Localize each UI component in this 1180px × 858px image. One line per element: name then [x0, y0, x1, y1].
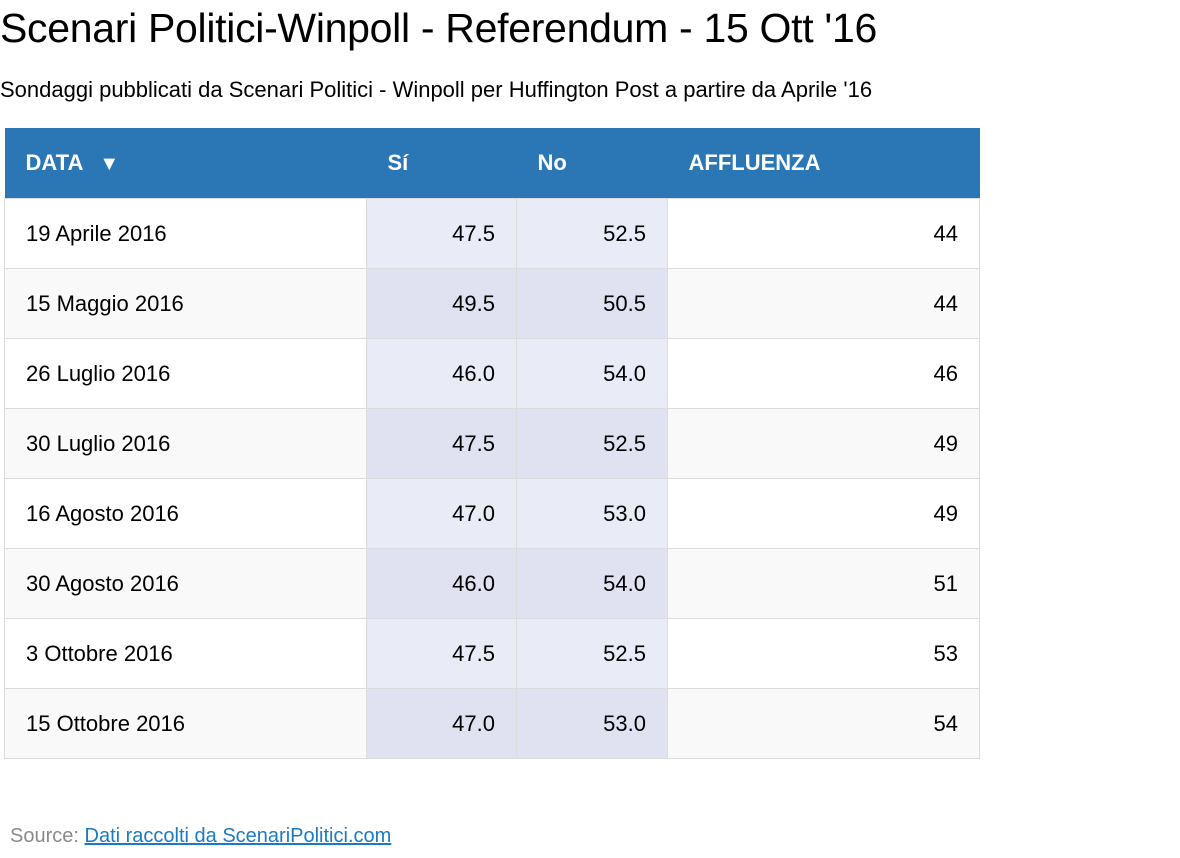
sort-descending-icon[interactable]: ▼ [99, 153, 120, 175]
column-header-si-label: Sí [387, 150, 409, 175]
cell-si: 47.5 [366, 198, 517, 269]
cell-affluenza: 51 [667, 548, 980, 619]
source-note: Source: Dati raccolti da ScenariPolitici… [10, 823, 391, 849]
poll-table: DATA ▼ Sí No AFFLUENZA 19 Aprile 2016 47.5… [4, 128, 980, 759]
cell-no: 54.0 [516, 338, 668, 409]
cell-si: 47.5 [366, 408, 517, 479]
column-header-si[interactable]: Sí [366, 128, 517, 199]
table-body: 19 Aprile 2016 47.5 52.5 44 15 Maggio 2016 49… [4, 198, 980, 759]
table-header: DATA ▼ Sí No AFFLUENZA [4, 128, 980, 199]
table-row: 15 Ottobre 2016 47.0 53.0 54 [4, 688, 980, 759]
column-header-no-label: No [537, 150, 567, 175]
cell-affluenza: 54 [667, 688, 980, 759]
cell-no: 52.5 [516, 618, 668, 689]
cell-affluenza: 44 [667, 198, 980, 269]
column-header-affluenza-label: AFFLUENZA [688, 150, 821, 175]
cell-no: 50.5 [516, 268, 668, 339]
cell-data: 30 Luglio 2016 [4, 408, 367, 479]
cell-no: 52.5 [516, 198, 668, 269]
cell-no: 53.0 [516, 688, 668, 759]
source-label: Source: [10, 825, 79, 847]
cell-no: 54.0 [516, 548, 668, 619]
cell-data: 16 Agosto 2016 [4, 478, 367, 549]
cell-no: 53.0 [516, 478, 668, 549]
cell-data: 15 Maggio 2016 [4, 268, 367, 339]
cell-si: 47.0 [366, 688, 517, 759]
cell-affluenza: 46 [667, 338, 980, 409]
cell-affluenza: 44 [667, 268, 980, 339]
cell-data: 15 Ottobre 2016 [4, 688, 367, 759]
cell-si: 47.5 [366, 618, 517, 689]
cell-data: 19 Aprile 2016 [4, 198, 367, 269]
cell-si: 46.0 [366, 338, 517, 409]
cell-affluenza: 53 [667, 618, 980, 689]
cell-affluenza: 49 [667, 478, 980, 549]
table-row: 26 Luglio 2016 46.0 54.0 46 [4, 338, 980, 409]
cell-no: 52.5 [516, 408, 668, 479]
source-link[interactable]: Dati raccolti da ScenariPolitici.com [84, 825, 392, 847]
table-row: 30 Agosto 2016 46.0 54.0 51 [4, 548, 980, 619]
table-row: 15 Maggio 2016 49.5 50.5 44 [4, 268, 980, 339]
cell-data: 3 Ottobre 2016 [4, 618, 367, 689]
page-subtitle: Sondaggi pubblicati da Scenari Politici … [0, 77, 873, 102]
cell-si: 47.0 [366, 478, 517, 549]
column-header-affluenza[interactable]: AFFLUENZA [667, 128, 980, 199]
table-row: 30 Luglio 2016 47.5 52.5 49 [4, 408, 980, 479]
cell-affluenza: 49 [667, 408, 980, 479]
header-row: DATA ▼ Sí No AFFLUENZA [4, 128, 980, 199]
column-header-no[interactable]: No [516, 128, 668, 199]
column-header-data[interactable]: DATA ▼ [4, 128, 367, 199]
page-title: Scenari Politici-Winpoll - Referendum - … [0, 5, 877, 51]
table-row: 19 Aprile 2016 47.5 52.5 44 [4, 198, 980, 269]
cell-data: 30 Agosto 2016 [4, 548, 367, 619]
cell-data: 26 Luglio 2016 [4, 338, 367, 409]
cell-si: 46.0 [366, 548, 517, 619]
table-row: 16 Agosto 2016 47.0 53.0 49 [4, 478, 980, 549]
column-header-data-label: DATA [25, 150, 84, 175]
cell-si: 49.5 [366, 268, 517, 339]
table-row: 3 Ottobre 2016 47.5 52.5 53 [4, 618, 980, 689]
